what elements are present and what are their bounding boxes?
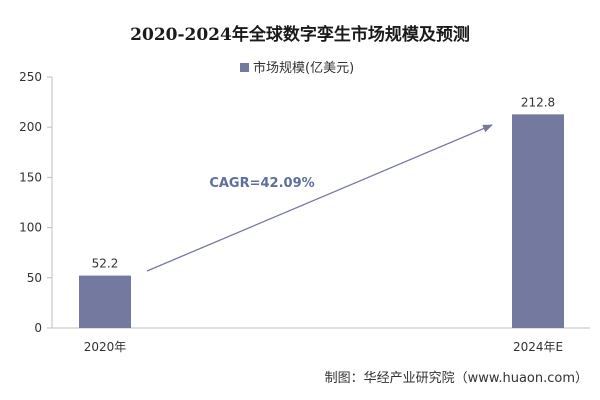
bar-1 — [79, 275, 131, 328]
legend-label: 市场规模(亿美元) — [253, 60, 354, 76]
chart-title: 2020-2024年全球数字孪生市场规模及预测 — [130, 24, 470, 45]
y-axis: 0 50 100 150 200 250 — [19, 70, 53, 335]
source-note: 制图：华经产业研究院（www.huaon.com） — [325, 371, 588, 386]
cagr-annotation: CAGR=42.09% — [209, 176, 314, 191]
y-tick-label: 100 — [19, 221, 42, 235]
y-tick-label: 150 — [19, 170, 42, 184]
y-tick-label: 200 — [19, 120, 42, 134]
y-tick-label: 0 — [34, 321, 42, 335]
data-label: 52.2 — [92, 257, 119, 271]
y-tick-label: 250 — [19, 70, 42, 84]
data-labels: 52.2 212.8 — [92, 95, 556, 270]
x-tick-label: 2020年 — [84, 340, 127, 354]
legend: 市场规模(亿美元) — [240, 60, 354, 76]
x-tick-label: 2024年E — [513, 340, 563, 354]
legend-swatch — [240, 63, 249, 72]
cagr-arrow — [146, 124, 493, 272]
bar-2 — [512, 114, 564, 328]
y-tick-label: 50 — [27, 271, 42, 285]
x-axis: 2020年 2024年E — [52, 327, 590, 354]
data-label: 212.8 — [521, 95, 555, 109]
bars — [79, 114, 564, 328]
